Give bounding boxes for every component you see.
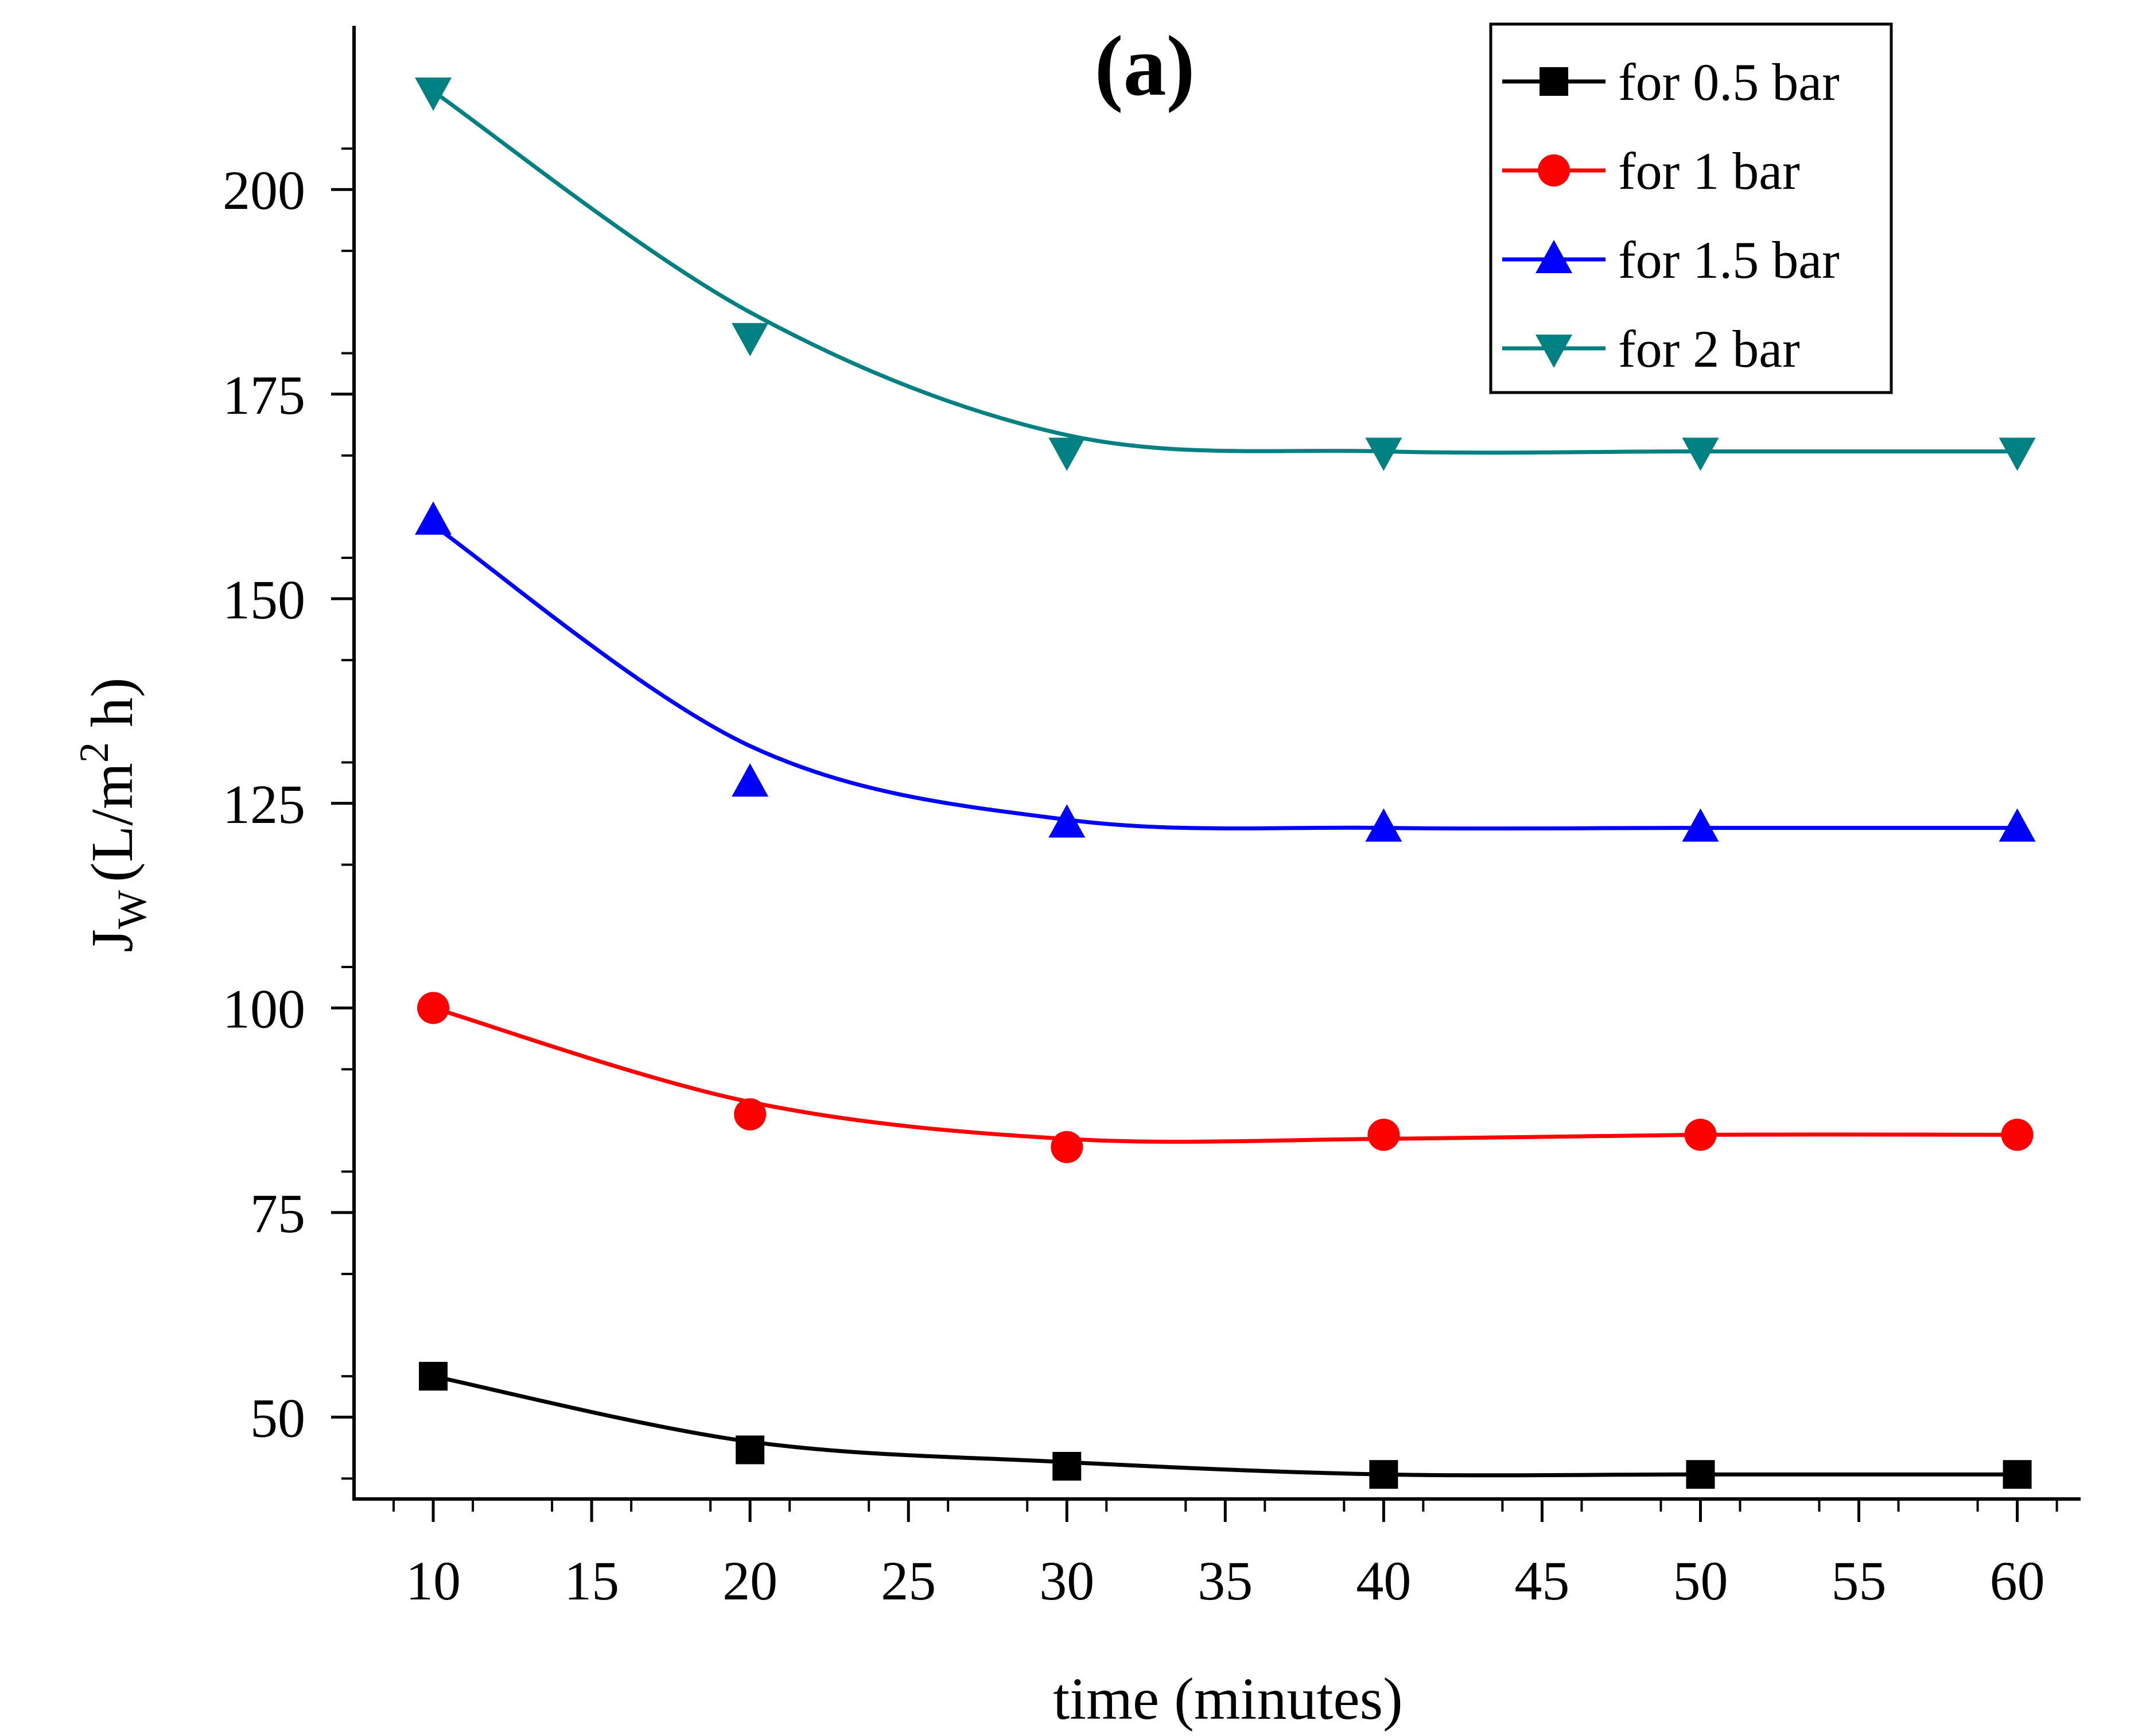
data-point <box>1999 437 2036 471</box>
legend-label: for 0.5 bar <box>1618 53 1840 111</box>
y-axis-title-units-end: h) <box>79 677 145 742</box>
data-point <box>734 1098 767 1131</box>
data-point <box>1052 1451 1082 1481</box>
axes: 10 15 20 25 30 35 40 45 50 55 60 50 75 100 125 150 175 20… <box>223 26 2081 1611</box>
y-tick-label: 200 <box>223 160 305 221</box>
series-1 <box>417 992 2034 1163</box>
y-tick-label: 175 <box>223 364 305 426</box>
y-axis-title-superscript: 2 <box>71 742 117 763</box>
data-point <box>415 77 452 111</box>
x-tick-label: 10 <box>406 1550 461 1611</box>
x-tick-label: 50 <box>1673 1550 1728 1611</box>
x-tick-label: 20 <box>722 1550 778 1611</box>
legend-label: for 1 bar <box>1618 142 1800 200</box>
legend-marker <box>1536 335 1572 368</box>
data-point <box>1048 804 1086 838</box>
data-point <box>1682 808 1719 842</box>
x-axis-title: time (minutes) <box>1053 1666 1402 1732</box>
data-point <box>2003 1460 2032 1489</box>
legend-marker <box>1536 240 1572 273</box>
legend-item: for 1.5 bar <box>1502 231 1840 289</box>
y-axis-title: JW (L/m2 h) <box>71 677 155 952</box>
legend: for 0.5 bar for 1 bar for 1.5 bar for 2 bar <box>1489 22 1893 394</box>
data-point <box>417 992 450 1024</box>
x-tick-label: 60 <box>1990 1550 2045 1611</box>
y-axis-title-subscript: W <box>109 890 155 929</box>
plot-area <box>415 77 2036 1489</box>
x-tick-label: 15 <box>564 1550 619 1611</box>
data-point <box>1051 1131 1083 1163</box>
series-2 <box>415 501 2036 842</box>
data-point <box>1365 808 1402 842</box>
data-point <box>1684 1119 1717 1151</box>
y-tick-label: 100 <box>223 978 305 1039</box>
legend-marker <box>1540 67 1568 96</box>
data-point <box>1686 1460 1715 1489</box>
series-line <box>433 1374 2018 1478</box>
series-0 <box>419 1362 2032 1489</box>
legend-item: for 1 bar <box>1502 142 1800 200</box>
y-tick-label: 75 <box>250 1183 305 1244</box>
data-point <box>415 501 452 535</box>
data-point <box>1367 1119 1400 1151</box>
data-point <box>2001 1119 2034 1151</box>
data-point <box>1682 437 1719 471</box>
legend-label: for 2 bar <box>1618 320 1800 378</box>
legend-item: for 2 bar <box>1502 320 1800 378</box>
x-tick-label: 40 <box>1356 1550 1411 1611</box>
data-point <box>732 763 769 797</box>
x-tick-label: 30 <box>1039 1550 1094 1611</box>
data-point <box>736 1435 765 1465</box>
y-axis-title-main: J <box>79 929 145 952</box>
data-point <box>1048 437 1086 471</box>
x-tick-label: 35 <box>1198 1550 1253 1611</box>
y-tick-label: 150 <box>223 569 305 630</box>
legend-marker <box>1538 154 1570 187</box>
data-point <box>1369 1460 1398 1489</box>
x-tick-label: 25 <box>881 1550 936 1611</box>
series-3 <box>415 77 2036 471</box>
data-point <box>419 1362 448 1391</box>
data-point <box>1999 808 2036 842</box>
series-line <box>433 1005 2018 1144</box>
y-tick-label: 50 <box>250 1387 305 1448</box>
legend-label: for 1.5 bar <box>1618 231 1840 289</box>
x-tick-label: 55 <box>1832 1550 1887 1611</box>
data-point <box>732 323 769 356</box>
y-tick-label: 125 <box>223 774 305 835</box>
series-line <box>432 90 2018 455</box>
legend-item: for 0.5 bar <box>1502 53 1840 111</box>
series-line <box>432 523 2018 831</box>
data-point <box>1365 437 1402 471</box>
x-tick-label: 45 <box>1514 1550 1569 1611</box>
y-axis-title-units: (L/m <box>79 763 145 882</box>
panel-label: (a) <box>1095 18 1195 114</box>
